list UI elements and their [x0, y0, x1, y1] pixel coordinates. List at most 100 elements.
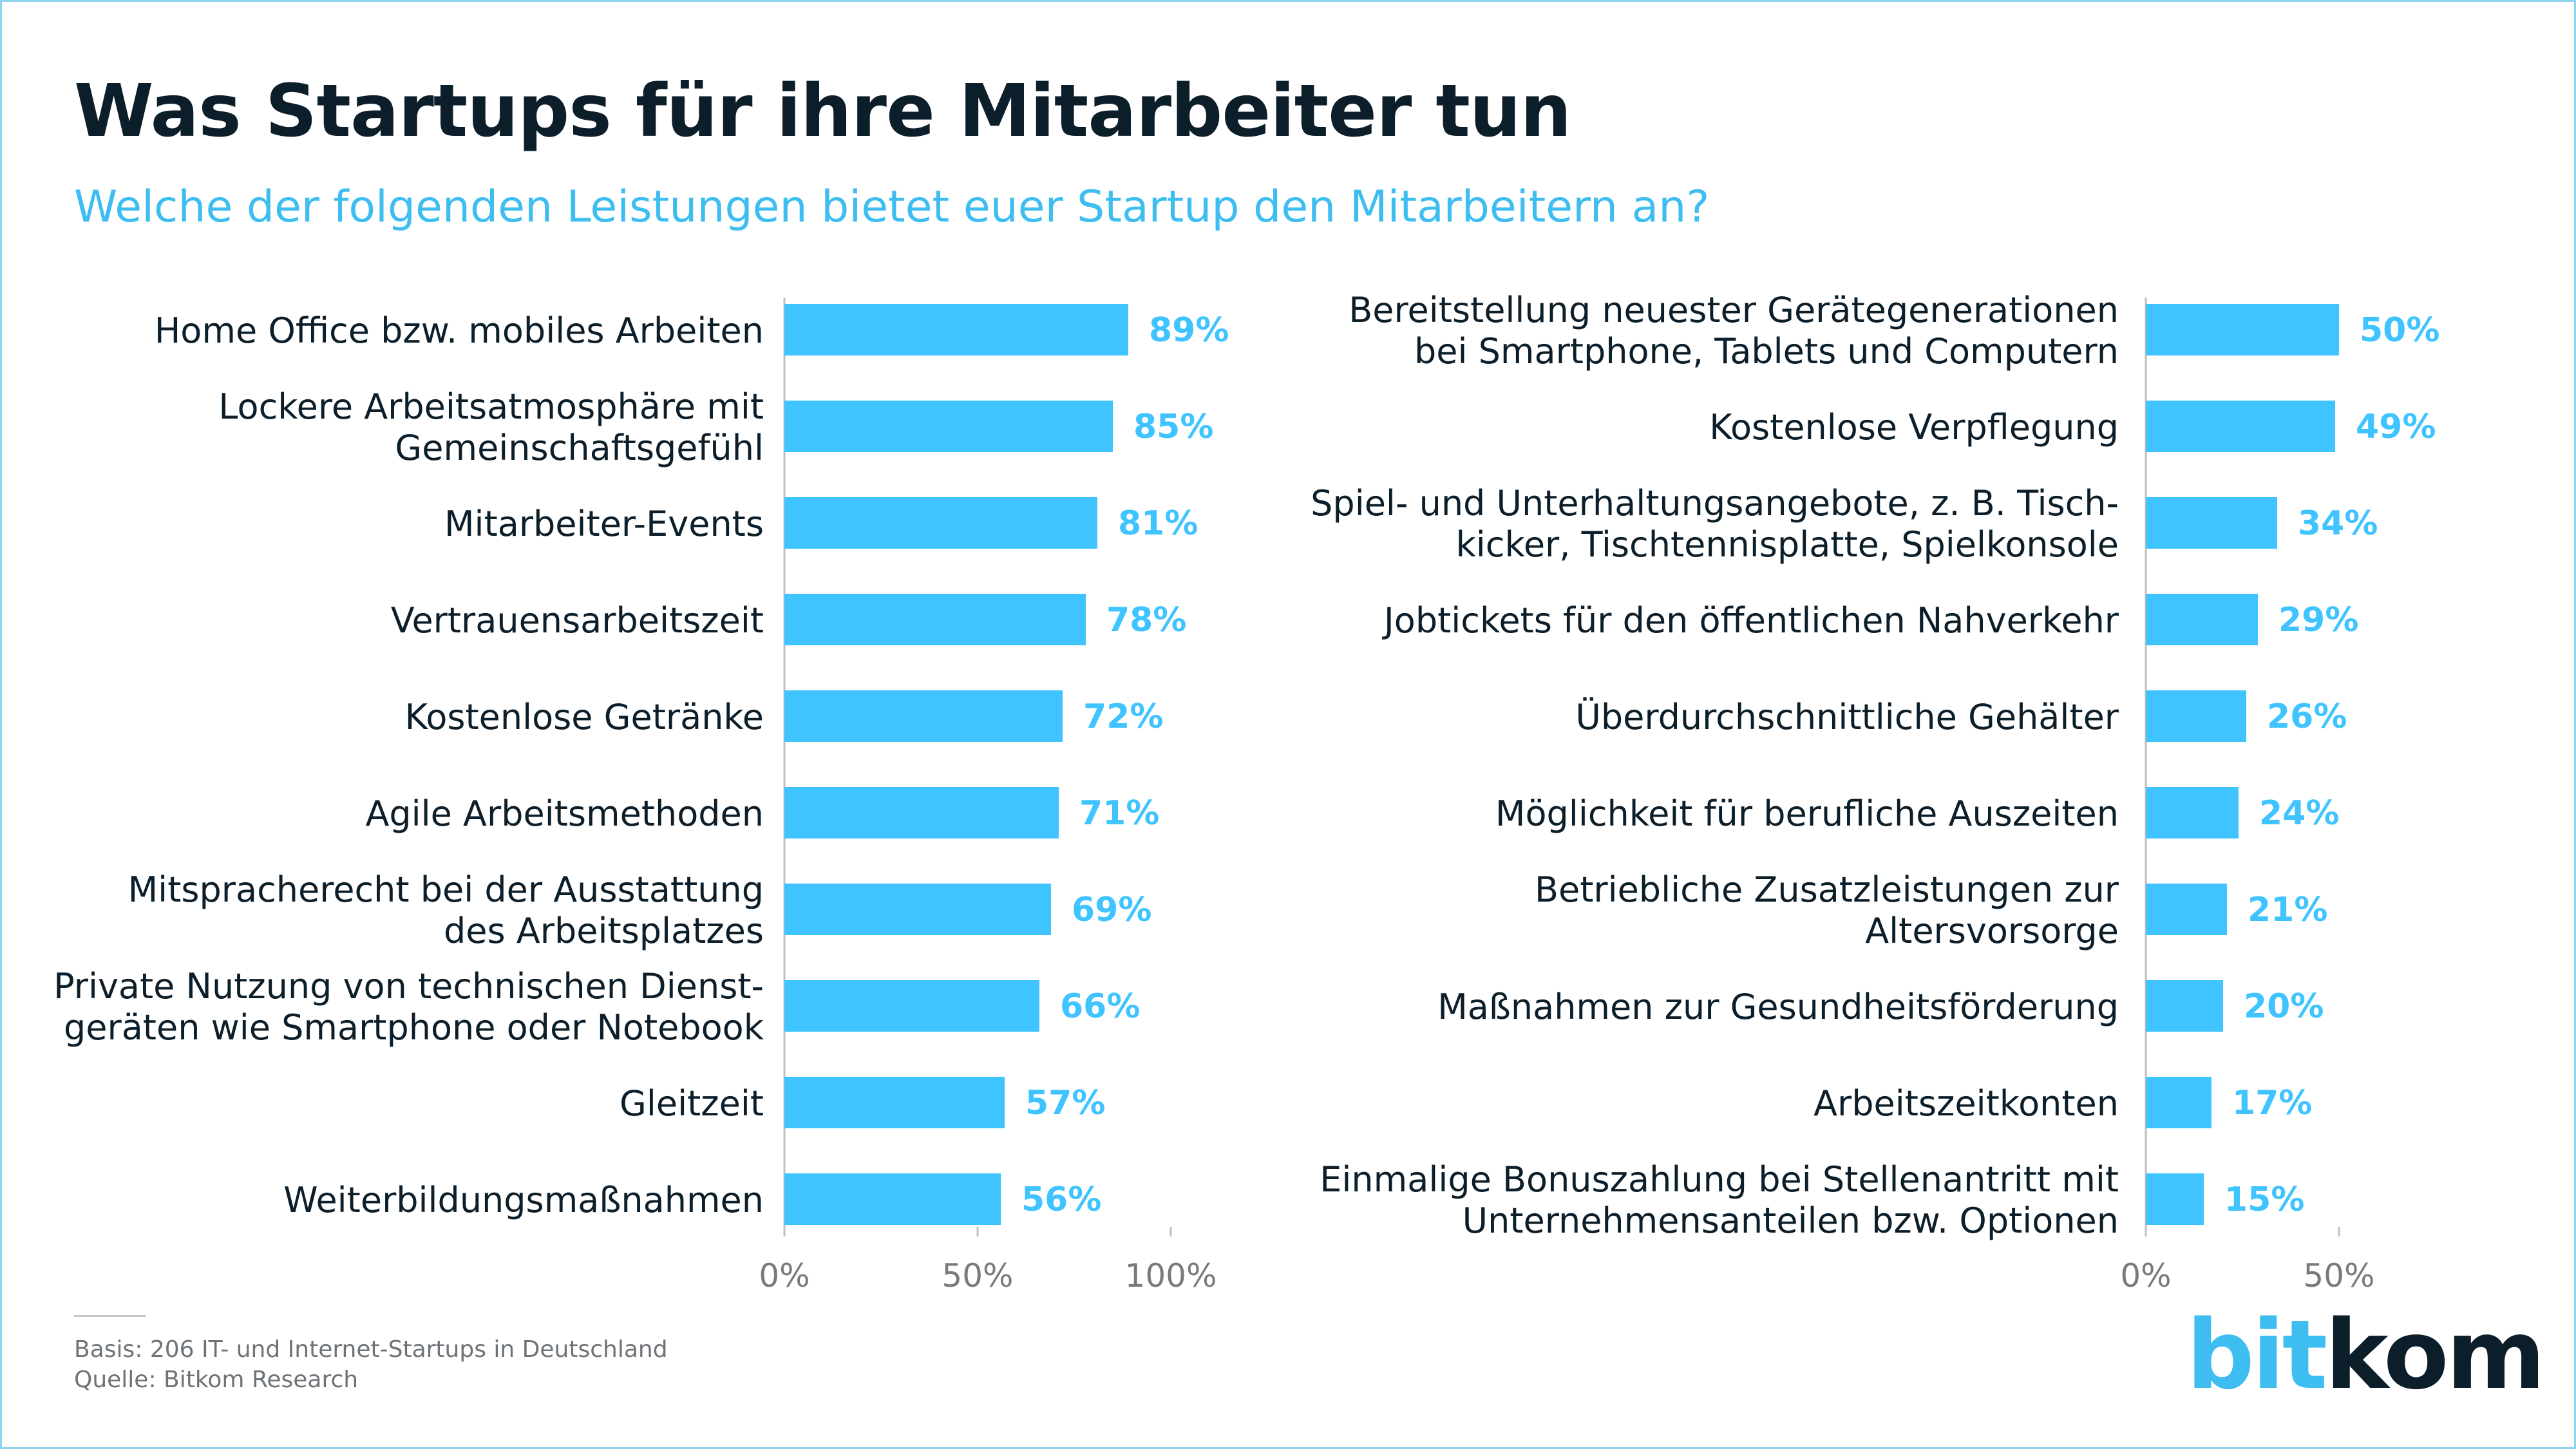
- value-label: 69%: [1072, 891, 1151, 929]
- value-label: 26%: [2267, 697, 2347, 736]
- category-label-line: Vertrauensarbeitszeit: [391, 600, 764, 641]
- category-label-line: geräten wie Smartphone oder Notebook: [64, 1007, 764, 1048]
- category-label: Mitarbeiter-Events: [444, 504, 764, 544]
- category-label: Jobtickets für den öffentlichen Nahverke…: [1382, 600, 2119, 641]
- x-tick-label: 50%: [942, 1257, 1013, 1294]
- category-label: Maßnahmen zur Gesundheitsförderung: [1437, 987, 2119, 1027]
- chart-panel-2: 0% 50% 50% Bereitstellung neuester Gerätege…: [1311, 290, 2439, 1294]
- value-label: 20%: [2244, 987, 2324, 1026]
- logo-part-bit: bit: [2186, 1300, 2327, 1410]
- value-label: 81%: [1118, 504, 1198, 543]
- logo-part-kom: kom: [2325, 1300, 2545, 1410]
- bar: [2146, 787, 2239, 838]
- category-label-line: Maßnahmen zur Gesundheitsförderung: [1437, 987, 2119, 1027]
- bar: [2146, 304, 2339, 355]
- category-label: Einmalige Bonuszahlung bei Stellenantrit…: [1320, 1159, 2119, 1241]
- category-label: Weiterbildungsmaßnahmen: [283, 1180, 764, 1220]
- footer-basis: Basis: 206 IT- und Internet-Startups in …: [74, 1336, 668, 1363]
- category-label: Spiel- und Unterhaltungsangebote, z. B. …: [1311, 483, 2119, 565]
- value-label: 50%: [2360, 311, 2439, 350]
- category-label: Betriebliche Zusatzleistungen zur Altersv…: [1535, 869, 2119, 951]
- bar: [784, 690, 1063, 742]
- bar: [784, 980, 1039, 1032]
- bar: [2146, 980, 2223, 1032]
- category-label: Home Office bzw. mobiles Arbeiten: [155, 310, 764, 351]
- x-tick-label: 100%: [1125, 1257, 1217, 1294]
- category-label: Bereitstellung neuester Gerätegeneration…: [1349, 290, 2119, 372]
- bar: [2146, 497, 2277, 549]
- category-label: Lockere Arbeitsatmosphäre mit Gemeinschaf…: [218, 386, 764, 468]
- category-label: Gleitzeit: [620, 1083, 764, 1124]
- category-label-line: Gleitzeit: [620, 1083, 764, 1124]
- bar: [2146, 401, 2335, 452]
- category-label-line: Lockere Arbeitsatmosphäre mit: [218, 386, 764, 427]
- category-label-line: Private Nutzung von technischen Dienst-: [53, 966, 764, 1007]
- bar: [2146, 884, 2227, 935]
- category-label-line: Spiel- und Unterhaltungsangebote, z. B. …: [1311, 483, 2119, 524]
- bar: [2146, 1173, 2204, 1225]
- category-label-line: Mitarbeiter-Events: [444, 504, 764, 544]
- category-label-line: Altersvorsorge: [1865, 911, 2119, 951]
- category-label-line: Überdurchschnittliche Gehälter: [1575, 697, 2119, 737]
- value-label: 24%: [2259, 794, 2339, 833]
- category-label: Möglichkeit für berufliche Auszeiten: [1495, 793, 2119, 834]
- value-label: 78%: [1106, 601, 1186, 639]
- category-label-line: Betriebliche Zusatzleistungen zur: [1535, 869, 2119, 910]
- value-label: 72%: [1083, 697, 1163, 736]
- footer-divider: [74, 1315, 146, 1317]
- value-label: 85%: [1133, 408, 1213, 446]
- category-label-line: des Arbeitsplatzes: [444, 911, 764, 951]
- value-label: 57%: [1025, 1084, 1105, 1122]
- bar: [784, 787, 1059, 838]
- category-label-line: Bereitstellung neuester Gerätegeneration…: [1349, 290, 2119, 330]
- bar: [784, 884, 1051, 935]
- value-label: 15%: [2224, 1180, 2304, 1219]
- category-label-line: Möglichkeit für berufliche Auszeiten: [1495, 793, 2119, 834]
- category-label: Arbeitszeitkonten: [1814, 1083, 2119, 1124]
- category-label: Mitspracherecht bei der Ausstattung des A…: [128, 869, 764, 951]
- category-label-line: Arbeitszeitkonten: [1814, 1083, 2119, 1124]
- category-label: Vertrauensarbeitszeit: [391, 600, 764, 641]
- category-label-line: Unternehmensanteilen bzw. Optionen: [1463, 1200, 2119, 1241]
- bar: [784, 304, 1128, 355]
- chart-subtitle: Welche der folgenden Leistungen bietet e…: [74, 182, 1710, 232]
- category-label: Agile Arbeitsmethoden: [365, 793, 764, 834]
- footer-source: Quelle: Bitkom Research: [74, 1367, 359, 1393]
- category-label-line: Jobtickets für den öffentlichen Nahverke…: [1382, 600, 2119, 641]
- value-label: 21%: [2248, 891, 2327, 929]
- x-tick-label: 0%: [2120, 1257, 2171, 1294]
- category-label: Kostenlose Verpflegung: [1709, 407, 2119, 448]
- x-tick-label: 50%: [2303, 1257, 2374, 1294]
- bar: [2146, 1077, 2211, 1128]
- category-label-line: Einmalige Bonuszahlung bei Stellenantrit…: [1320, 1159, 2119, 1200]
- x-tick-label: 0%: [759, 1257, 810, 1294]
- bar: [2146, 690, 2246, 742]
- bar: [784, 497, 1097, 549]
- bar: [784, 1173, 1001, 1225]
- category-label-line: Agile Arbeitsmethoden: [365, 793, 764, 834]
- value-label: 17%: [2232, 1084, 2312, 1122]
- value-label: 29%: [2278, 601, 2358, 639]
- category-label-line: Weiterbildungsmaßnahmen: [283, 1180, 764, 1220]
- value-label: 89%: [1149, 311, 1229, 350]
- value-label: 49%: [2356, 408, 2436, 446]
- category-label-line: bei Smartphone, Tablets und Computern: [1414, 331, 2119, 372]
- bar: [784, 1077, 1005, 1128]
- category-label-line: Home Office bzw. mobiles Arbeiten: [155, 310, 764, 351]
- bar: [2146, 594, 2258, 645]
- bitkom-logo: bitkom: [2186, 1307, 2546, 1403]
- value-label: 56%: [1021, 1180, 1101, 1219]
- chart-title: Was Startups für ihre Mitarbeiter tun: [74, 70, 1571, 153]
- value-label: 34%: [2298, 504, 2378, 543]
- value-label: 66%: [1060, 987, 1140, 1026]
- category-label-line: Kostenlose Verpflegung: [1709, 407, 2119, 448]
- category-label-line: Mitspracherecht bei der Ausstattung: [128, 869, 764, 910]
- value-label: 71%: [1079, 794, 1159, 833]
- category-label-line: kicker, Tischtennisplatte, Spielkonsole: [1456, 524, 2119, 565]
- category-label-line: Gemeinschaftsgefühl: [395, 428, 764, 468]
- category-label: Private Nutzung von technischen Dienst-g…: [53, 966, 764, 1048]
- bar: [784, 401, 1113, 452]
- bar: [784, 594, 1086, 645]
